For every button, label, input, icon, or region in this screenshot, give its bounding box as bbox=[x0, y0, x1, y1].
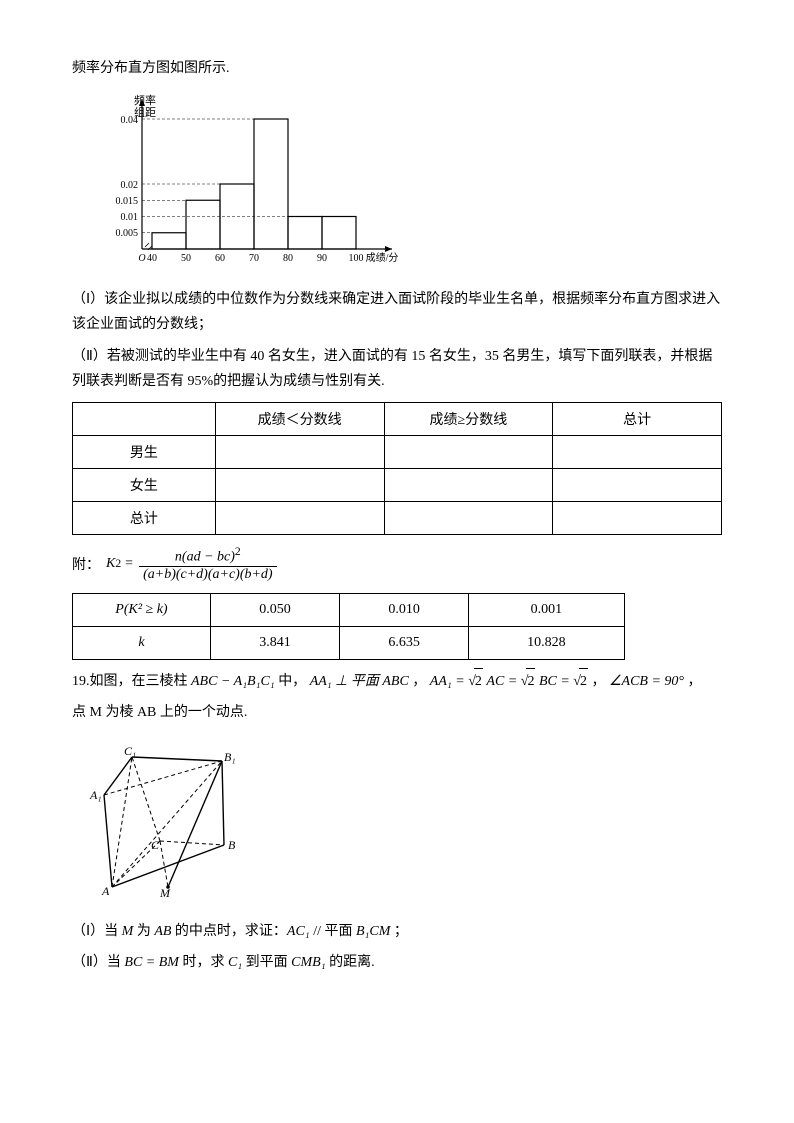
kv-10: k bbox=[73, 626, 211, 659]
svg-text:80: 80 bbox=[283, 253, 293, 264]
k-values-table: P(K² ≥ k) 0.050 0.010 0.001 k 3.841 6.63… bbox=[72, 593, 625, 660]
q19-part1: （Ⅰ）当 M 为 AB 的中点时，求证：AC₁ // 平面 B₁CM ； bbox=[72, 919, 722, 944]
intro-text: 频率分布直方图如图所示. bbox=[72, 56, 722, 81]
kv-00: P(K² ≥ k) bbox=[73, 593, 211, 626]
svg-text:C: C bbox=[151, 838, 160, 852]
q19-part2: （Ⅱ）当 BC = BM 时，求 C₁ 到平面 CMB₁ 的距离. bbox=[72, 950, 722, 975]
chi-square-formula: 附： K2 = n(ad − bc)2 (a+b)(c+d)(a+c)(b+d) bbox=[72, 545, 722, 583]
ct-h0 bbox=[73, 402, 216, 435]
svg-text:0.015: 0.015 bbox=[116, 196, 139, 207]
svg-text:B₁: B₁ bbox=[224, 750, 236, 764]
svg-text:B: B bbox=[228, 838, 236, 852]
kv-13: 10.828 bbox=[469, 626, 624, 659]
kv-01: 0.050 bbox=[210, 593, 339, 626]
kv-02: 0.010 bbox=[340, 593, 469, 626]
ct-h2: 成绩≥分数线 bbox=[384, 402, 553, 435]
svg-text:40: 40 bbox=[147, 253, 157, 264]
ct-h1: 成绩＜分数线 bbox=[215, 402, 384, 435]
part2-text: （Ⅱ）若被测试的毕业生中有 40 名女生，进入面试的有 15 名女生，35 名男… bbox=[72, 344, 722, 394]
svg-text:0.005: 0.005 bbox=[116, 228, 139, 239]
kv-12: 6.635 bbox=[340, 626, 469, 659]
svg-text:50: 50 bbox=[181, 253, 191, 264]
svg-text:60: 60 bbox=[215, 253, 225, 264]
svg-text:100: 100 bbox=[349, 253, 364, 264]
svg-text:成绩/分: 成绩/分 bbox=[366, 251, 399, 264]
kv-11: 3.841 bbox=[210, 626, 339, 659]
q19-point: 点 M 为棱 AB 上的一个动点. bbox=[72, 700, 722, 725]
svg-text:70: 70 bbox=[249, 253, 259, 264]
svg-text:A: A bbox=[101, 884, 110, 898]
svg-text:0.04: 0.04 bbox=[121, 115, 139, 126]
svg-text:0.02: 0.02 bbox=[121, 180, 139, 191]
histogram-figure: 频率 组距 0.005 0.01 0.015 0.02 0.04 bbox=[102, 89, 722, 279]
ct-h3: 总计 bbox=[553, 402, 722, 435]
ct-r1: 男生 bbox=[73, 435, 216, 468]
kv-03: 0.001 bbox=[469, 593, 624, 626]
svg-text:O: O bbox=[138, 253, 145, 264]
svg-text:90: 90 bbox=[317, 253, 327, 264]
prism-figure: C₁ B₁ A₁ C B A M bbox=[82, 737, 722, 907]
ct-r3: 总计 bbox=[73, 501, 216, 534]
svg-text:0.01: 0.01 bbox=[121, 212, 139, 223]
svg-text:C₁: C₁ bbox=[124, 744, 136, 758]
ct-r2: 女生 bbox=[73, 468, 216, 501]
contingency-table: 成绩＜分数线 成绩≥分数线 总计 男生 女生 总计 bbox=[72, 402, 722, 535]
svg-text:频率: 频率 bbox=[134, 93, 156, 107]
svg-text:A₁: A₁ bbox=[89, 788, 102, 802]
part1-text: （Ⅰ）该企业拟以成绩的中位数作为分数线来确定进入面试阶段的毕业生名单，根据频率分… bbox=[72, 287, 722, 337]
q19-intro: 19.如图，在三棱柱 ABC − A₁B₁C₁ 中， AA₁ ⊥ 平面 ABC … bbox=[72, 668, 722, 694]
